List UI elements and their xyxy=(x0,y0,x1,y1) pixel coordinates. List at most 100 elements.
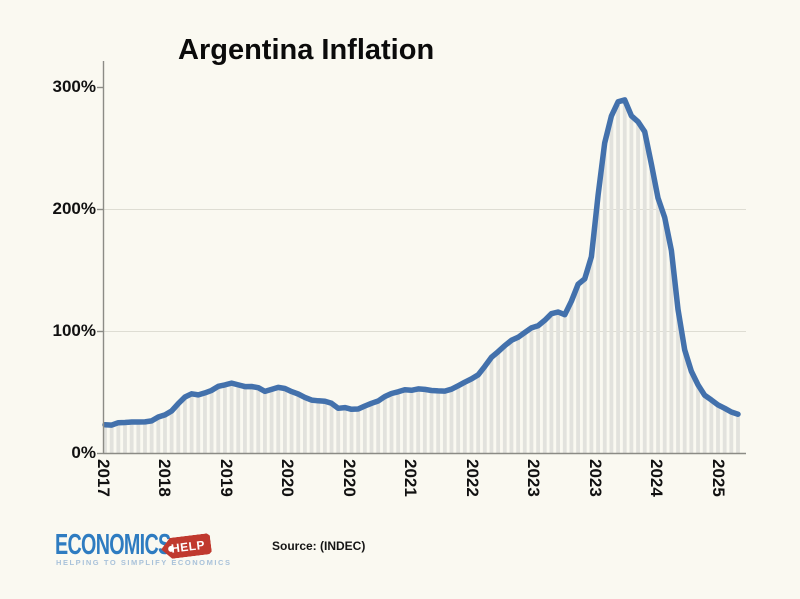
x-tick-label: 2023 xyxy=(524,459,543,497)
month-bar xyxy=(196,394,201,453)
month-bar xyxy=(276,387,281,453)
x-tick-label: 2024 xyxy=(647,459,666,497)
month-bar xyxy=(329,403,334,453)
month-bar xyxy=(709,399,714,453)
month-bar xyxy=(696,384,700,453)
month-bar xyxy=(209,390,214,453)
month-bar xyxy=(589,256,594,453)
month-bar xyxy=(183,397,187,453)
month-bar xyxy=(716,404,720,453)
month-bar xyxy=(263,391,267,453)
month-bar xyxy=(502,345,507,453)
month-bar xyxy=(542,320,547,453)
month-bar xyxy=(569,301,574,453)
tag-hole-icon xyxy=(168,545,175,552)
month-bar xyxy=(229,383,234,453)
month-bar xyxy=(529,327,534,453)
month-bar xyxy=(342,407,347,453)
month-bar xyxy=(456,385,461,453)
month-bar xyxy=(143,421,147,453)
y-tick-label: 100% xyxy=(52,321,96,340)
logo-tagline: HELPING TO SIMPLIFY ECONOMICS xyxy=(56,558,232,567)
x-tick-label: 2025 xyxy=(708,459,728,497)
x-tick-label: 2021 xyxy=(401,459,420,497)
month-bar xyxy=(189,393,194,453)
month-bar xyxy=(649,164,654,454)
month-bar xyxy=(409,390,414,453)
month-bar xyxy=(376,401,381,453)
month-bar xyxy=(362,406,367,453)
y-tick-label: 0% xyxy=(71,443,96,462)
month-bar xyxy=(369,403,374,453)
month-bar xyxy=(629,115,634,453)
month-bar xyxy=(689,371,694,453)
month-bar xyxy=(576,284,580,453)
month-bar xyxy=(482,366,487,453)
x-tick-label: 2020 xyxy=(278,459,297,497)
inflation-line xyxy=(102,97,741,428)
month-bar xyxy=(462,382,467,453)
month-bar xyxy=(322,401,327,453)
month-bar xyxy=(516,337,521,453)
x-tick-label: 2020 xyxy=(339,459,359,497)
month-bar xyxy=(156,417,161,453)
month-bar xyxy=(602,142,607,453)
month-bar xyxy=(256,387,261,453)
month-bar xyxy=(422,389,427,453)
month-bar xyxy=(396,391,401,453)
month-bar xyxy=(176,403,181,453)
month-bar xyxy=(116,422,121,453)
month-bar xyxy=(349,409,354,453)
month-bar xyxy=(109,425,114,453)
month-bar xyxy=(622,99,627,454)
month-bar xyxy=(436,390,441,453)
month-bar xyxy=(129,422,134,453)
logo-tag-text: HELP xyxy=(170,537,206,556)
month-bar xyxy=(163,414,167,453)
month-bar xyxy=(682,349,687,453)
month-bar xyxy=(243,386,247,453)
month-bar xyxy=(596,195,600,453)
month-bar xyxy=(562,314,567,453)
month-bar xyxy=(236,384,241,453)
month-bar xyxy=(283,388,287,453)
x-tick-label: 2022 xyxy=(462,459,482,497)
month-bar xyxy=(296,393,301,453)
month-bar xyxy=(609,116,614,453)
month-bar xyxy=(302,397,307,453)
month-bar xyxy=(522,332,527,453)
month-bar xyxy=(149,420,154,453)
month-bar xyxy=(476,374,481,453)
month-bar xyxy=(636,121,640,454)
month-bar xyxy=(536,325,541,453)
month-bar xyxy=(489,357,494,453)
month-bar xyxy=(702,395,707,453)
month-bar xyxy=(736,414,740,453)
month-bar xyxy=(582,278,587,453)
month-bar xyxy=(662,217,667,453)
x-tick-label: 2019 xyxy=(216,459,236,497)
month-bar xyxy=(509,340,514,453)
month-bar xyxy=(382,396,387,453)
month-bar xyxy=(556,311,560,453)
x-tick-label: 2018 xyxy=(155,459,174,497)
month-bar xyxy=(289,391,294,453)
month-bar xyxy=(103,424,107,453)
month-bar xyxy=(469,378,474,453)
month-bar xyxy=(642,131,647,453)
month-bar xyxy=(449,389,454,453)
month-bar xyxy=(216,386,221,453)
month-bar xyxy=(676,309,680,453)
month-bar xyxy=(656,198,660,453)
month-bar xyxy=(429,390,434,453)
month-bar xyxy=(316,400,321,453)
month-bar xyxy=(416,388,421,453)
month-bar xyxy=(616,101,620,453)
chart-title: Argentina Inflation xyxy=(178,34,435,66)
month-bar xyxy=(249,386,254,453)
logo-brand-text: ECONOMICS xyxy=(55,529,171,561)
month-bar xyxy=(169,411,174,453)
month-bar xyxy=(136,422,141,453)
month-bar xyxy=(309,400,314,453)
